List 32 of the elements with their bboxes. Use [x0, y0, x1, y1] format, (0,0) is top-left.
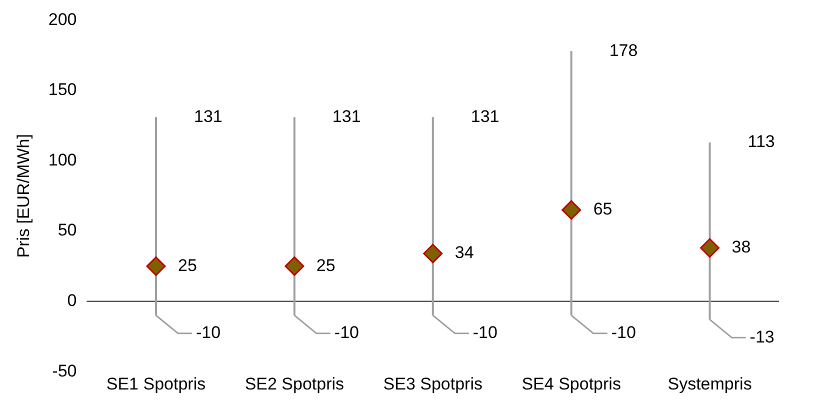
y-tick-label: 100	[48, 150, 77, 170]
x-tick-label: SE3 Spotpris	[383, 374, 482, 394]
y-tick-label: 200	[48, 10, 77, 29]
x-tick-label: SE1 Spotpris	[106, 374, 206, 394]
data-label: 25	[178, 256, 197, 275]
data-label: 65	[593, 200, 612, 219]
annotation: 131	[194, 106, 222, 126]
point	[284, 256, 304, 276]
y-tick-label: 150	[48, 80, 77, 100]
point	[146, 256, 166, 276]
annotation: -10	[472, 323, 498, 342]
annotation: 131	[470, 106, 500, 126]
data-label: 38	[732, 238, 751, 257]
annotation: -10	[611, 323, 636, 342]
annotation: -13	[750, 327, 774, 346]
x-tick-label: Systempris	[668, 374, 752, 394]
y-tick-label: -50	[52, 361, 77, 380]
data-label: 25	[316, 256, 336, 275]
y-tick-label: 0	[67, 291, 77, 310]
annotation: 113	[748, 132, 775, 152]
point	[700, 238, 720, 258]
annotation: 178	[609, 40, 638, 60]
y-tick-label: 50	[58, 220, 77, 240]
point	[562, 200, 582, 220]
annotation: 131	[332, 106, 361, 126]
annotation: -10	[196, 323, 221, 342]
annotation: -10	[334, 323, 360, 342]
y-axis-title: Pris [EUR/MWh]	[14, 134, 33, 258]
point	[423, 244, 443, 264]
x-tick-label: SE2 Spotpris	[244, 374, 344, 394]
data-label: 34	[454, 243, 474, 262]
x-tick-label: SE4 Spotpris	[522, 374, 621, 394]
